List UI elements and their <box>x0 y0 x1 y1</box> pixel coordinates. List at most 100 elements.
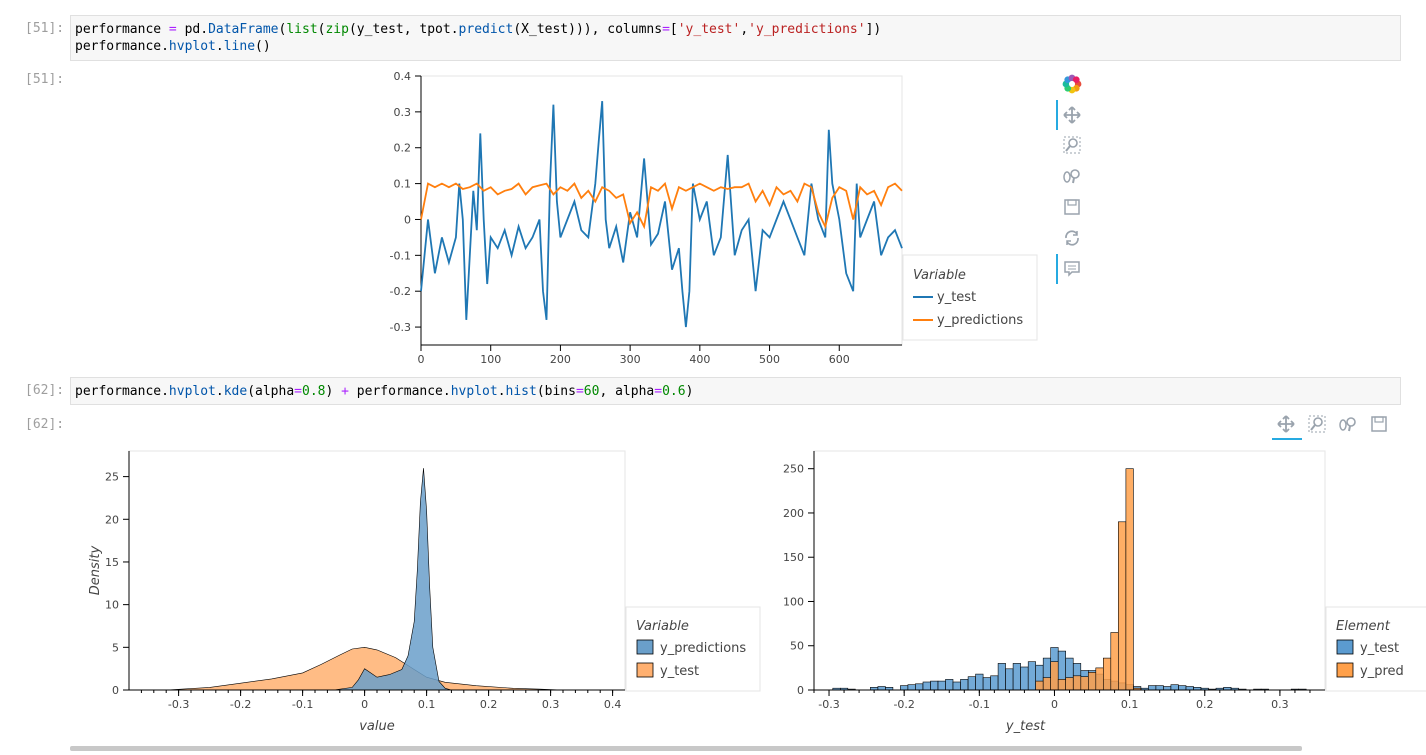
legend-title: Variable <box>913 268 966 283</box>
output-prompt: [62]: <box>25 417 65 432</box>
histogram-bar-y-test <box>1178 685 1187 691</box>
histogram-bar-y-pred <box>1035 680 1044 691</box>
hover-icon[interactable] <box>1062 258 1082 278</box>
y-tick-label: -0.3 <box>390 321 411 334</box>
histogram-bar-y-pred <box>1110 632 1119 691</box>
save-icon[interactable] <box>1369 414 1389 434</box>
code-token: performance. <box>348 384 451 399</box>
plot-toolbar <box>1270 410 1426 442</box>
y-tick-label: 25 <box>105 471 119 484</box>
code-cell-input[interactable]: performance.hvplot.kde(alpha=0.8) + perf… <box>70 377 1401 405</box>
histogram-bar-y-pred <box>1102 657 1112 691</box>
y-tick-label: 15 <box>105 556 119 569</box>
histogram-bar-y-test <box>922 681 931 691</box>
code-token: list <box>286 22 318 37</box>
pan-icon[interactable] <box>1276 414 1296 434</box>
x-tick-label: 400 <box>689 353 710 364</box>
histogram-bar-y-test <box>1012 663 1021 691</box>
code-token: . <box>215 39 224 54</box>
code-token: (alpha <box>247 384 295 399</box>
box-zoom-icon[interactable] <box>1062 135 1082 155</box>
histogram-bar-y-test <box>1163 686 1172 691</box>
code-token: . <box>497 384 506 399</box>
horizontal-scrollbar[interactable] <box>70 746 1302 751</box>
x-tick-label: 0.1 <box>1121 698 1139 711</box>
code-line: performance.hvplot.line() <box>75 38 1396 55</box>
code-line: performance.hvplot.kde(alpha=0.8) + perf… <box>75 383 1396 400</box>
reset-icon[interactable] <box>1062 228 1082 248</box>
x-tick-label: 0 <box>361 698 368 711</box>
active-tool-indicator <box>1056 100 1058 130</box>
code-token: 0.8 <box>302 384 326 399</box>
legend-title: Element <box>1336 619 1391 634</box>
code-token: hvplot <box>168 384 216 399</box>
code-token: 'y_test' <box>677 22 741 37</box>
y-tick-label: 0.3 <box>394 106 412 119</box>
histogram-bar-y-pred <box>1065 677 1074 691</box>
bokeh-logo-icon[interactable] <box>1062 74 1082 94</box>
histogram-bar-y-test <box>1027 661 1037 691</box>
code-token: ( <box>317 22 326 37</box>
histogram-chart[interactable]: 0 50 100 150 200 250 -0.3 -0.2 -0.1 0 0.1 0.2 0.3 y_t… <box>770 440 1426 740</box>
legend-label: y_test <box>660 664 699 679</box>
code-line: performance = pd.DataFrame(list(zip(y_te… <box>75 21 1396 38</box>
y-tick-label: 10 <box>105 599 119 612</box>
code-token: , alpha <box>599 384 655 399</box>
y-tick-label: 200 <box>783 507 804 520</box>
histogram-bar-y-test <box>982 677 991 691</box>
pan-icon[interactable] <box>1062 105 1082 125</box>
histogram-bar-y-test <box>907 684 916 691</box>
x-tick-label: -0.2 <box>230 698 251 711</box>
legend-title: Variable <box>636 619 689 634</box>
code-token: performance <box>75 22 169 37</box>
density-area-y-predictions <box>166 468 452 691</box>
code-token: ( <box>278 22 287 37</box>
code-token: 0.6 <box>662 384 686 399</box>
histogram-bar-y-test <box>990 675 999 691</box>
code-token: hvplot <box>450 384 498 399</box>
x-tick-label: -0.1 <box>292 698 313 711</box>
histogram-bar-y-test <box>1020 666 1029 691</box>
wheel-zoom-icon[interactable] <box>1062 166 1082 186</box>
x-tick-label: 0.4 <box>604 698 622 711</box>
histogram-bar-y-pred <box>1095 667 1104 691</box>
x-tick-label: 600 <box>829 353 850 364</box>
code-token: hvplot <box>168 39 216 54</box>
y-tick-label: 150 <box>783 551 804 564</box>
code-cell-input[interactable]: performance = pd.DataFrame(list(zip(y_te… <box>70 15 1401 61</box>
y-tick-label: -0.1 <box>390 249 411 262</box>
y-tick-label: 0.4 <box>394 70 412 83</box>
code-token: performance. <box>75 39 169 54</box>
line-chart[interactable]: 0.4 0.3 0.2 0.1 0 -0.1 -0.2 -0.3 0 100 200 300 400 50… <box>380 64 1050 364</box>
code-token: = <box>662 22 670 37</box>
x-tick-label: 200 <box>550 353 571 364</box>
code-token: pd. <box>176 22 209 37</box>
x-tick-label: 0.3 <box>1271 698 1289 711</box>
code-token: [ <box>669 22 678 37</box>
histogram-bar-y-test <box>1185 686 1194 691</box>
code-token: kde <box>223 384 248 399</box>
input-prompt: [51]: <box>25 21 65 36</box>
histogram-bar-y-test <box>1005 668 1014 691</box>
save-icon[interactable] <box>1062 197 1082 217</box>
histogram-bar-y-pred <box>1042 677 1052 691</box>
histogram-bar-y-test <box>915 683 924 691</box>
box-zoom-icon[interactable] <box>1307 414 1327 434</box>
histogram-bar-y-test <box>975 673 984 691</box>
histogram-bar-y-test <box>937 680 946 691</box>
histogram-bar-y-test <box>952 681 961 691</box>
x-tick-label: 0.2 <box>480 698 498 711</box>
code-token: = <box>575 384 584 399</box>
kde-chart[interactable]: 0 5 10 15 20 25 -0.3 -0.2 -0.1 0 0.1 0.2 0.3 0.4 value… <box>80 440 770 740</box>
code-token: zip <box>325 22 349 37</box>
code-token: (bins <box>536 384 576 399</box>
code-token: 'y_predictions' <box>748 22 866 37</box>
histogram-bar-y-test <box>967 676 976 691</box>
wheel-zoom-icon[interactable] <box>1338 414 1358 434</box>
legend-label: y_predictions <box>660 641 746 656</box>
x-tick-label: -0.1 <box>969 698 990 711</box>
x-tick-label: 300 <box>620 353 641 364</box>
input-prompt: [62]: <box>25 383 65 398</box>
active-tool-indicator <box>1056 254 1058 284</box>
histogram-bar-y-test <box>930 680 939 691</box>
